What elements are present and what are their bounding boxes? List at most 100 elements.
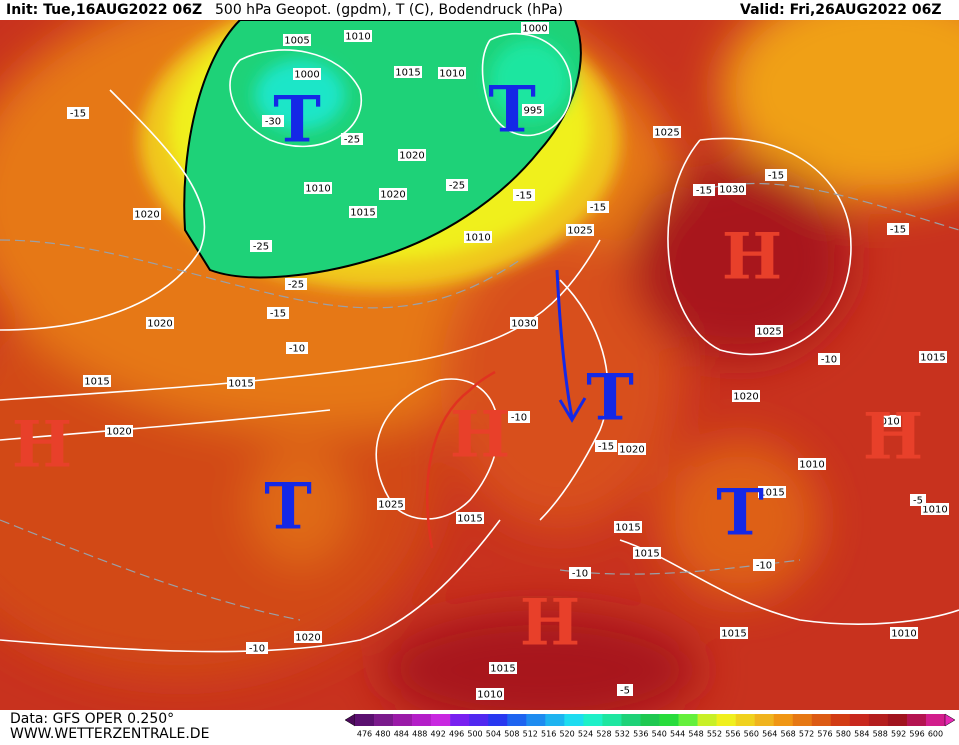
colorbar-label: 564 xyxy=(762,730,777,739)
colorbar-swatch xyxy=(602,714,622,726)
flow-arrow-blue xyxy=(555,269,587,423)
temperature-label: -10 xyxy=(821,355,837,366)
colorbar-label: 560 xyxy=(744,730,759,739)
temperature-label-bg xyxy=(67,107,89,119)
isobar-label: 1020 xyxy=(295,633,320,644)
isobar-label: 1015 xyxy=(84,377,109,388)
colorbar-swatch xyxy=(507,714,527,726)
colorbar-swatch xyxy=(355,714,375,726)
isobar-label-bg xyxy=(344,30,372,42)
temperature-label: -10 xyxy=(572,569,588,580)
temperature-label: -30 xyxy=(265,117,281,128)
isobar-label: 1015 xyxy=(615,523,640,534)
isobar-label: 1020 xyxy=(106,427,131,438)
temperature-label: -25 xyxy=(288,280,304,291)
isobar-label-bg xyxy=(379,188,407,200)
temperature-label-bg xyxy=(286,342,308,354)
temperature-label-bg xyxy=(250,240,272,252)
temperature-label: -10 xyxy=(756,561,772,572)
isobar-label: 1010 xyxy=(465,233,490,244)
isobar-label-bg xyxy=(618,443,646,455)
isobar-label: 1015 xyxy=(759,488,784,499)
colorbar-label: 576 xyxy=(817,730,832,739)
colorbar-label: 528 xyxy=(596,730,611,739)
isobar-label-bg xyxy=(566,224,594,236)
isobar-label: 1010 xyxy=(891,629,916,640)
temperature-label-bg xyxy=(262,115,284,127)
colorbar-label: 592 xyxy=(891,730,906,739)
colorbar-swatch xyxy=(450,714,470,726)
colorbar-label: 508 xyxy=(504,730,519,739)
colorbar-swatch xyxy=(640,714,660,726)
colorbar-swatch xyxy=(906,714,927,726)
isobar-label: 1020 xyxy=(733,392,758,403)
isobar-label-bg xyxy=(293,68,321,80)
colorbar-swatch xyxy=(659,714,679,726)
header-bar xyxy=(0,0,959,20)
isobar-label-bg xyxy=(653,126,681,138)
temperature-label-bg xyxy=(595,440,617,452)
isobar-label-bg xyxy=(919,351,947,363)
temperature-label: -5 xyxy=(913,496,923,507)
isobar-label: 1015 xyxy=(721,629,746,640)
site: WWW.WETTERZENTRALE.DE xyxy=(10,726,209,741)
low-pressure: T xyxy=(273,83,321,158)
colorbar-swatch xyxy=(792,714,813,726)
colorbar-swatch xyxy=(583,714,603,726)
colorbar-swatch xyxy=(849,714,870,726)
low-pressure: T xyxy=(586,361,634,436)
colorbar-label: 540 xyxy=(652,730,667,739)
temperature-label: -15 xyxy=(590,203,606,214)
colorbar-label: 488 xyxy=(412,730,427,739)
isobar-label-bg xyxy=(394,66,422,78)
colorbar-arrow-right xyxy=(944,713,956,727)
isobar-label-bg xyxy=(464,231,492,243)
isobar-label-bg xyxy=(105,425,133,437)
colorbar-swatch xyxy=(488,714,508,726)
isobar-label: 1010 xyxy=(439,69,464,80)
isobar-label-bg xyxy=(438,67,466,79)
isobar-label: 1030 xyxy=(719,185,744,196)
isobar-label-bg xyxy=(890,627,918,639)
high-pressure: H xyxy=(722,220,782,295)
colorbar-label: 512 xyxy=(523,730,538,739)
temperature-label-bg xyxy=(587,201,609,213)
colorbar-swatch xyxy=(621,714,641,726)
temperature-label-bg xyxy=(818,353,840,365)
init-time: Init: Tue,16AUG2022 06Z xyxy=(6,2,202,18)
temperature-label: -15 xyxy=(70,109,86,120)
colorbar-label: 516 xyxy=(541,730,556,739)
colorbar-label: 504 xyxy=(486,730,501,739)
temperature-label: -10 xyxy=(249,644,265,655)
high-pressure: H xyxy=(12,408,72,483)
colorbar-label: 556 xyxy=(725,730,740,739)
map-title: 500 hPa Geopot. (gpdm), T (C), Bodendruc… xyxy=(215,2,563,18)
isobar-label-bg xyxy=(758,486,786,498)
isobar-label: 1010 xyxy=(477,690,502,701)
isobar-label-bg xyxy=(83,375,111,387)
colorbar-swatch xyxy=(830,714,851,726)
colorbar-label: 520 xyxy=(559,730,574,739)
isobar-label: 1020 xyxy=(147,319,172,330)
temperature-label-bg xyxy=(508,411,530,423)
isobar-label-bg xyxy=(720,627,748,639)
isobar-label-bg xyxy=(489,662,517,674)
temperature-label: -15 xyxy=(598,442,614,453)
colorbar-swatch xyxy=(735,714,755,726)
isobar-label-bg xyxy=(146,317,174,329)
isobar-label-bg xyxy=(398,149,426,161)
colorbar-label: 600 xyxy=(928,730,943,739)
colorbar-swatch xyxy=(811,714,832,726)
isobar-label-bg xyxy=(304,182,332,194)
temperature-label-bg xyxy=(341,133,363,145)
temperature-label: -25 xyxy=(253,242,269,253)
isobar-label-bg xyxy=(510,317,538,329)
colorbar-label: 572 xyxy=(799,730,814,739)
isobar-label: 1010 xyxy=(799,460,824,471)
temperature-label-bg xyxy=(246,642,268,654)
isobar-label-bg xyxy=(921,503,949,515)
colorbar-label: 536 xyxy=(633,730,648,739)
temperature-label: -10 xyxy=(289,344,305,355)
isobar-label: 1025 xyxy=(378,500,403,511)
valid-time: Valid: Fri,26AUG2022 06Z xyxy=(740,2,942,18)
